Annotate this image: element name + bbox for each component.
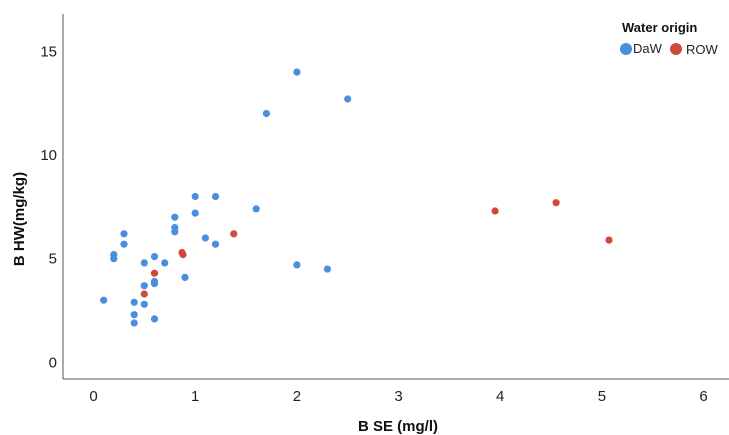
scatter-point-daw bbox=[344, 95, 352, 103]
scatter-point-daw bbox=[140, 300, 148, 308]
scatter-point-daw bbox=[211, 240, 220, 248]
legend-swatch-row bbox=[670, 43, 682, 55]
scatter-point-daw bbox=[211, 192, 220, 201]
scatter-point-daw bbox=[130, 298, 138, 306]
y-tick-labels: 0 5 10 15 bbox=[40, 43, 57, 371]
scatter-point-row bbox=[605, 236, 613, 244]
legend-title: Water origin bbox=[622, 20, 697, 35]
scatter-point-daw bbox=[120, 230, 128, 238]
scatter-point-daw bbox=[161, 259, 169, 267]
scatter-point-row bbox=[179, 251, 187, 259]
x-axis-title: B SE (mg/l) bbox=[358, 418, 438, 435]
x-tick-label: 1 bbox=[191, 388, 199, 405]
scatter-point-row bbox=[140, 290, 148, 298]
scatter-point-daw bbox=[252, 205, 260, 213]
scatter-point-daw bbox=[100, 296, 108, 304]
scatter-point-row bbox=[491, 207, 499, 215]
legend-label-row: ROW bbox=[686, 42, 719, 57]
scatter-point-daw bbox=[150, 315, 159, 323]
y-tick-label: 10 bbox=[40, 147, 57, 164]
x-tick-label: 3 bbox=[394, 388, 402, 405]
scatter-point-daw bbox=[130, 319, 138, 327]
x-tick-label: 4 bbox=[496, 388, 504, 405]
scatter-point-daw bbox=[293, 261, 301, 269]
x-tick-label: 0 bbox=[89, 388, 97, 405]
scatter-point-daw bbox=[120, 240, 128, 248]
legend: Water origin DaW ROW bbox=[620, 20, 719, 57]
scatter-point-daw bbox=[110, 255, 118, 263]
scatter-point-daw bbox=[150, 280, 159, 288]
data-points bbox=[100, 68, 613, 327]
scatter-point-row bbox=[150, 269, 159, 277]
scatter-point-daw bbox=[201, 234, 209, 242]
y-tick-label: 15 bbox=[40, 43, 57, 60]
x-tick-label: 5 bbox=[598, 388, 606, 405]
legend-label-daw: DaW bbox=[633, 41, 663, 56]
scatter-point-row bbox=[552, 199, 560, 207]
scatter-point-daw bbox=[171, 228, 179, 236]
scatter-point-daw bbox=[293, 68, 301, 76]
scatter-point-daw bbox=[191, 192, 199, 201]
plot-frame bbox=[62, 14, 729, 380]
scatter-point-daw bbox=[130, 311, 138, 319]
scatter-point-row bbox=[230, 230, 238, 238]
legend-swatch-daw bbox=[620, 43, 632, 55]
scatter-point-daw bbox=[323, 265, 331, 273]
x-tick-label: 6 bbox=[699, 388, 707, 405]
y-tick-label: 0 bbox=[49, 354, 57, 371]
scatter-point-daw bbox=[191, 209, 199, 217]
scatter-point-daw bbox=[140, 282, 148, 290]
y-axis-title: B HW(mg/kg) bbox=[11, 172, 28, 266]
scatter-point-daw bbox=[171, 213, 179, 221]
scatter-point-daw bbox=[181, 273, 189, 281]
scatter-point-daw bbox=[150, 253, 159, 261]
scatter-point-daw bbox=[262, 109, 270, 118]
scatter-point-daw bbox=[140, 259, 148, 267]
x-tick-labels: 0 1 2 3 4 5 6 bbox=[89, 388, 707, 405]
x-tick-label: 2 bbox=[293, 388, 301, 405]
y-tick-label: 5 bbox=[49, 251, 57, 268]
